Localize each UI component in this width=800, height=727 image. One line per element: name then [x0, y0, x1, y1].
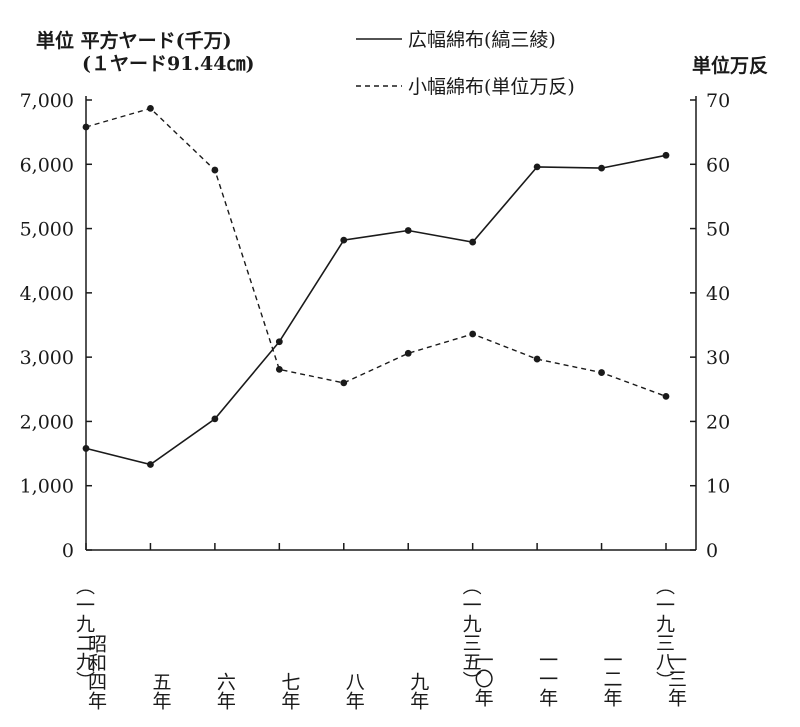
x-category-western-year: （一九三八）: [653, 576, 675, 690]
right-tick-label: 0: [706, 540, 718, 562]
wide-cotton-point: [340, 236, 348, 244]
x-category-western-year: （一九三五）: [460, 576, 482, 690]
right-tick-label: 70: [706, 90, 730, 112]
x-category-year: 六年: [214, 672, 236, 710]
right-tick-label: 60: [706, 154, 730, 176]
narrow-cotton-point: [211, 166, 219, 174]
left-tick-label: 2,000: [20, 411, 74, 433]
x-category-year: 四年: [85, 672, 107, 710]
x-category-year: 五年: [149, 672, 171, 710]
wide-cotton-point: [469, 238, 477, 246]
wide-cotton-point: [82, 445, 90, 452]
x-category-year: 七年: [278, 672, 300, 710]
x-category-year: 九年: [407, 672, 429, 710]
wide-cotton-point: [404, 227, 412, 234]
left-tick-label: 7,000: [20, 90, 74, 112]
series: [82, 104, 670, 468]
x-category-label: 昭和（一九二九）四年: [73, 576, 107, 710]
x-category-label: 六年: [214, 672, 236, 710]
narrow-cotton-point: [147, 104, 154, 112]
x-category-label: （一九三五）一〇年: [460, 576, 494, 707]
x-category-label: 五年: [149, 672, 171, 710]
wide-cotton-point: [275, 338, 283, 346]
right-tick-label: 40: [706, 283, 730, 305]
left-tick-label: 6,000: [20, 154, 74, 176]
left-tick-label: 1,000: [20, 476, 74, 498]
narrow-cotton-point: [598, 369, 605, 376]
wide-cotton-point: [598, 164, 605, 172]
left-axis-ticks: 0 1,000 2,000 3,000 4,000 5,000 6,000 7,000: [20, 90, 92, 562]
x-category-western-year: （一九二九）: [73, 576, 95, 690]
narrow-cotton-point: [340, 379, 348, 387]
x-category-year: 一〇年: [472, 650, 494, 707]
x-axis-categories: 昭和（一九二九）四年 五年 六年 七年 八年 九年（一九三五）一〇年 一一年 一二年 （一九三八…: [73, 543, 687, 710]
wide-cotton-point: [533, 163, 541, 171]
right-tick-label: 30: [706, 347, 730, 369]
wide-cotton-point: [662, 151, 670, 159]
narrow-cotton-line: [85, 107, 667, 398]
x-category-label: 八年: [343, 672, 365, 710]
axes: [85, 96, 697, 551]
right-axis-ticks: 0 10 20 30 40 50 60 70: [690, 90, 730, 562]
wide-cotton-point: [147, 461, 154, 468]
narrow-cotton-point: [533, 355, 541, 363]
left-tick-label: 3,000: [20, 347, 74, 369]
x-category-label: 一二年: [601, 650, 623, 707]
x-category-year: 八年: [343, 672, 365, 710]
x-category-year: 一三年: [665, 650, 687, 707]
x-category-label: （一九三八）一三年: [653, 576, 687, 707]
x-category-year: 一一年: [536, 650, 558, 707]
left-tick-label: 0: [62, 540, 74, 562]
narrow-cotton-point: [275, 365, 283, 373]
narrow-cotton-point: [82, 123, 90, 131]
right-tick-label: 10: [706, 476, 730, 498]
legend-wide-cotton: 広幅綿布(縞三綾): [408, 29, 556, 51]
left-tick-label: 5,000: [20, 219, 74, 241]
left-axis-unit-note: (１ヤード91.44㎝): [82, 53, 254, 75]
left-axis-unit: 単位 平方ヤード(千万): [36, 29, 232, 52]
wide-cotton-line: [85, 154, 667, 466]
legend-narrow-cotton: 小幅綿布(単位万反): [408, 76, 575, 98]
right-tick-label: 50: [706, 219, 730, 241]
legend: 広幅綿布(縞三綾) 小幅綿布(単位万反): [356, 29, 575, 98]
right-axis-unit: 単位万反: [692, 54, 768, 77]
x-category-label: 七年: [278, 672, 300, 710]
narrow-cotton-point: [469, 330, 477, 338]
narrow-cotton-point: [404, 349, 412, 357]
x-category-label: 九年: [407, 672, 429, 710]
x-category-era: 昭和: [85, 634, 107, 672]
left-tick-label: 4,000: [20, 283, 74, 305]
x-category-year: 一二年: [601, 650, 623, 707]
x-category-label: 一一年: [536, 650, 558, 707]
narrow-cotton-point: [662, 392, 670, 400]
right-tick-label: 20: [706, 411, 730, 433]
wide-cotton-point: [211, 415, 219, 423]
